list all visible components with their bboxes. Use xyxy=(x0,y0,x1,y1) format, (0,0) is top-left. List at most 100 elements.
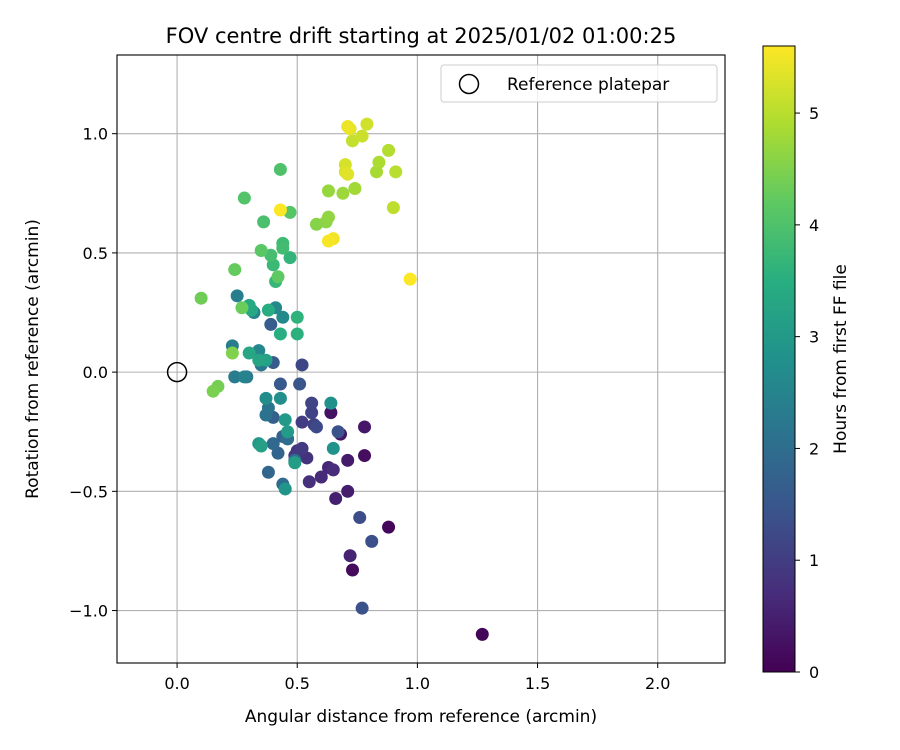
x-axis-label: Angular distance from reference (arcmin) xyxy=(245,707,597,727)
colorbar-ticks: 0 1 2 3 4 5 xyxy=(795,104,819,682)
y-tick-label: 0.0 xyxy=(83,363,108,382)
scatter-point xyxy=(324,406,338,420)
y-tick-label: −1.0 xyxy=(69,602,108,621)
colorbar-tick-label: 1 xyxy=(809,551,819,570)
scatter-point xyxy=(230,289,244,303)
scatter-point xyxy=(271,270,285,284)
scatter-point xyxy=(278,413,292,427)
scatter-point xyxy=(228,263,242,277)
scatter-point xyxy=(372,155,386,169)
y-tick-label: 1.0 xyxy=(83,125,108,144)
scatter-point xyxy=(273,391,287,405)
x-tick-label: 1.0 xyxy=(405,674,430,693)
scatter-point xyxy=(329,491,343,505)
scatter-point xyxy=(341,453,355,467)
scatter-point xyxy=(358,420,372,434)
x-tick-label: 2.0 xyxy=(645,674,670,693)
scatter-point xyxy=(273,162,287,176)
scatter-point xyxy=(259,391,273,405)
y-axis-label: Rotation from reference (arcmin) xyxy=(23,219,43,499)
scatter-point xyxy=(355,601,369,615)
x-tick-label: 0.5 xyxy=(285,674,310,693)
colorbar: 0 1 2 3 4 5 Hours from first FF file xyxy=(762,45,851,682)
scatter-point xyxy=(290,310,304,324)
scatter-point xyxy=(355,129,369,143)
colorbar-tick-label: 3 xyxy=(809,328,819,347)
scatter-point xyxy=(358,449,372,463)
scatter-point xyxy=(278,482,292,496)
colorbar-tick-label: 5 xyxy=(809,104,819,123)
scatter-point xyxy=(389,165,403,179)
scatter-point xyxy=(360,117,374,131)
scatter-point xyxy=(254,439,268,453)
scatter-point xyxy=(295,358,309,372)
scatter-point xyxy=(302,475,316,489)
scatter-point xyxy=(326,441,340,455)
grid-lines xyxy=(117,55,725,663)
scatter-point xyxy=(309,420,323,434)
colorbar-tick-label: 0 xyxy=(809,663,819,682)
plot-frame xyxy=(116,54,726,664)
colorbar-label: Hours from first FF file xyxy=(831,264,851,454)
scatter-point xyxy=(235,301,249,315)
reference-point-marker xyxy=(166,361,188,383)
colorbar-tick-label: 4 xyxy=(809,216,819,235)
legend-marker xyxy=(458,73,480,95)
y-axis-ticks: −1.0 −0.5 0.0 0.5 1.0 xyxy=(69,125,117,621)
scatter-point xyxy=(264,248,278,262)
scatter-point xyxy=(321,210,335,224)
scatter-point xyxy=(288,456,302,470)
scatter-point xyxy=(225,346,239,360)
scatter-point xyxy=(341,167,355,181)
scatter-point xyxy=(382,520,396,534)
scatter-point xyxy=(206,384,220,398)
scatter-point xyxy=(273,203,287,217)
legend-label: Reference platepar xyxy=(507,75,669,95)
scatter-point xyxy=(346,134,360,148)
scatter-point xyxy=(266,437,280,451)
scatter-point xyxy=(237,191,251,205)
scatter-point xyxy=(276,241,290,255)
scatter-point xyxy=(326,463,340,477)
scatter-point xyxy=(314,470,328,484)
scatter-point xyxy=(281,425,295,439)
chart-title: FOV centre drift starting at 2025/01/02 … xyxy=(166,24,677,48)
y-tick-label: −0.5 xyxy=(69,482,108,501)
scatter-point xyxy=(252,353,266,367)
scatter-point xyxy=(276,310,290,324)
scatter-point xyxy=(343,549,357,563)
scatter-point xyxy=(403,272,417,286)
scatter-point xyxy=(305,406,319,420)
scatter-point xyxy=(382,143,396,157)
x-axis-ticks: 0.0 0.5 1.0 1.5 2.0 xyxy=(164,663,670,693)
scatter-point xyxy=(346,563,360,577)
legend: Reference platepar xyxy=(440,64,718,103)
y-tick-label: 0.5 xyxy=(83,244,108,263)
scatter-point xyxy=(336,186,350,200)
scatter-point xyxy=(331,425,345,439)
scatter-point xyxy=(324,396,338,410)
scatter-point xyxy=(348,182,362,196)
scatter-point xyxy=(261,303,275,317)
scatter-point xyxy=(290,327,304,341)
scatter-point xyxy=(321,184,335,198)
scatter-point xyxy=(242,346,256,360)
scatter-point xyxy=(341,120,355,134)
scatter-point xyxy=(237,370,251,384)
scatter-point xyxy=(353,511,367,525)
scatter-point xyxy=(305,396,319,410)
legend-box xyxy=(440,64,718,103)
scatter-point xyxy=(254,244,268,258)
scatter-points xyxy=(194,117,489,641)
scatter-point xyxy=(257,215,271,229)
scatter-point xyxy=(321,234,335,248)
scatter-point xyxy=(264,317,278,331)
scatter-point xyxy=(386,201,400,215)
x-tick-label: 1.5 xyxy=(525,674,550,693)
colorbar-gradient xyxy=(762,45,796,673)
scatter-point xyxy=(365,534,379,548)
scatter-point xyxy=(273,327,287,341)
scatter-point xyxy=(475,627,489,641)
scatter-point xyxy=(293,377,307,391)
scatter-point xyxy=(283,251,297,265)
